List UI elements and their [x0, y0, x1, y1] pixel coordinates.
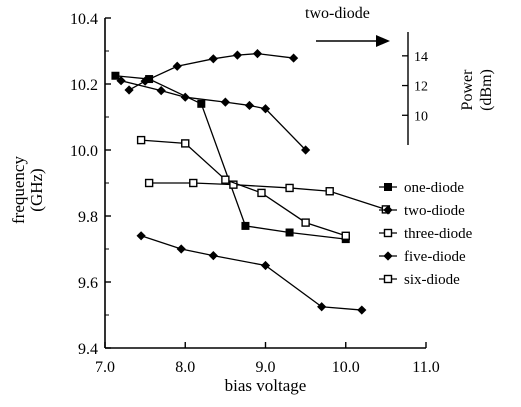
y-tick-label: 9.6 — [78, 275, 98, 292]
legend-marker-three-diode — [383, 228, 393, 238]
y-tick-label: 9.4 — [78, 341, 98, 358]
data-point-five-diode — [208, 251, 218, 261]
x-tick-label: 7.0 — [95, 359, 115, 376]
legend-label-one-diode: one-diode — [404, 180, 464, 196]
legend: one-diode two-diode three-diode five-diode s… — [379, 180, 473, 288]
data-point-two-diode-power — [288, 53, 299, 63]
data-point-six-diode — [136, 135, 146, 145]
data-point-three-diode — [229, 180, 238, 189]
data-point-two-diode — [116, 76, 126, 86]
data-point-six-diode — [257, 188, 266, 198]
legend-label-six-diode: six-diode — [404, 272, 460, 288]
data-point-six-diode — [301, 218, 310, 227]
y2-axis-label: (dBm) — [478, 69, 495, 111]
x-tick-label: 11.0 — [412, 359, 439, 376]
y2-axis-label: Power — [459, 69, 476, 111]
x-axis-label: bias voltage — [225, 376, 307, 395]
data-point-two-diode-power — [172, 61, 182, 71]
data-point-five-diode — [260, 260, 271, 271]
y-tick-label: 10.4 — [70, 11, 98, 28]
axes: 7.0 8.0 9.0 10.0 11.0 9.4 9.6 9.8 10.0 10.2 10.4 bi… — [9, 11, 495, 395]
annotation: two-diode — [305, 5, 390, 47]
data-point-five-diode — [176, 244, 186, 254]
y2-tick-label: 12 — [414, 80, 428, 95]
series-line-six-diode — [141, 139, 346, 237]
y-tick-label: 10.0 — [70, 143, 98, 160]
y2-tick-label: 10 — [414, 109, 428, 124]
y-tick-label: 10.2 — [70, 77, 98, 94]
data-point-three-diode — [189, 178, 198, 188]
series-line-three-diode — [149, 182, 387, 211]
y-axis-label: (GHz) — [27, 168, 46, 211]
data-point-two-diode — [260, 104, 271, 114]
data-point-one-diode — [111, 71, 120, 80]
annotation-text: two-diode — [305, 5, 370, 22]
legend-label-two-diode: two-diode — [404, 203, 465, 219]
series-line-two-diode — [120, 80, 307, 151]
legend-marker-one-diode — [384, 183, 392, 191]
data-point-six-diode — [221, 175, 230, 184]
data-point-one-diode — [285, 228, 294, 237]
data-point-five-diode — [317, 302, 327, 312]
data-point-three-diode — [285, 183, 294, 193]
legend-marker-six-diode — [383, 274, 393, 284]
data-point-one-diode — [241, 221, 250, 230]
y2-tick-label: 14 — [414, 50, 428, 65]
data-point-three-diode — [325, 187, 334, 196]
data-point-two-diode — [220, 97, 230, 107]
data-point-two-diode-power — [232, 50, 243, 60]
y-axis-label: frequency — [9, 156, 28, 224]
legend-label-five-diode: five-diode — [404, 249, 466, 265]
data-point-two-diode-power — [140, 76, 150, 86]
data-point-two-diode-power — [208, 54, 218, 64]
data-point-one-diode — [197, 99, 206, 108]
x-tick-label: 10.0 — [332, 359, 360, 376]
legend-marker-five-diode — [383, 251, 393, 261]
series-line-one-diode — [115, 75, 346, 240]
annotation-arrow-head — [376, 35, 390, 47]
data-point-two-diode — [180, 92, 190, 102]
data-point-six-diode — [181, 139, 190, 148]
data-point-three-diode — [144, 178, 154, 188]
data-point-five-diode — [357, 305, 367, 315]
data-point-two-diode-power — [124, 85, 134, 95]
data-point-two-diode — [244, 100, 255, 111]
data-point-two-diode-power — [252, 49, 263, 59]
data-point-two-diode — [301, 145, 311, 155]
data-point-five-diode — [136, 231, 146, 241]
x-tick-label: 8.0 — [175, 359, 195, 376]
legend-marker-two-diode — [383, 205, 393, 215]
legend-label-three-diode: three-diode — [404, 226, 473, 242]
y-tick-label: 9.8 — [78, 209, 98, 226]
plot-area — [111, 49, 391, 315]
data-point-six-diode — [341, 231, 350, 241]
series-line-five-diode — [140, 235, 362, 311]
data-point-two-diode — [156, 86, 166, 96]
x-tick-label: 9.0 — [256, 359, 276, 376]
